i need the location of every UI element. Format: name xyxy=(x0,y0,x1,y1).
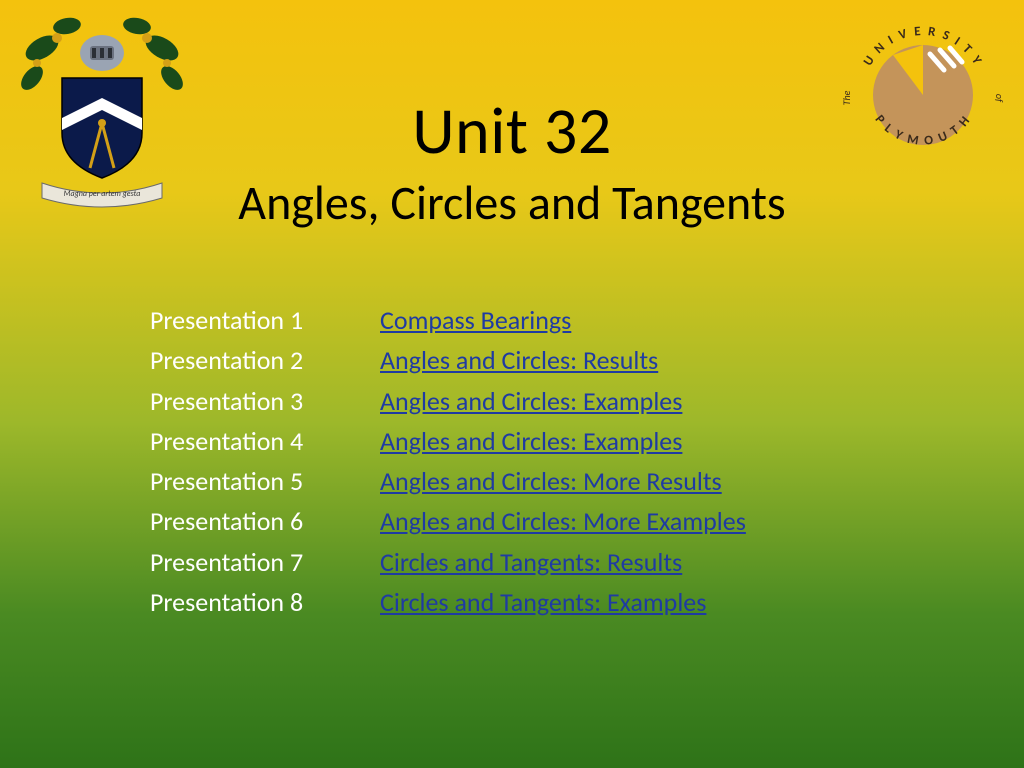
toc-link-angles-circles-results[interactable]: Angles and Circles: Results xyxy=(380,340,658,380)
toc-label: Presentation 7 xyxy=(150,542,380,582)
toc-link-angles-circles-examples-1[interactable]: Angles and Circles: Examples xyxy=(380,381,682,421)
toc-link-angles-circles-more-results[interactable]: Angles and Circles: More Results xyxy=(380,461,722,501)
slide: Magna per artem gesta U N I V E R S I T … xyxy=(0,0,1024,768)
toc-link-circles-tangents-results[interactable]: Circles and Tangents: Results xyxy=(380,542,682,582)
toc-label: Presentation 3 xyxy=(150,381,380,421)
toc-row: Presentation 3 Angles and Circles: Examp… xyxy=(150,381,890,421)
toc-row: Presentation 4 Angles and Circles: Examp… xyxy=(150,421,890,461)
toc-link-circles-tangents-examples[interactable]: Circles and Tangents: Examples xyxy=(380,582,706,622)
toc-row: Presentation 7 Circles and Tangents: Res… xyxy=(150,542,890,582)
toc-link-angles-circles-examples-2[interactable]: Angles and Circles: Examples xyxy=(380,421,682,461)
toc-label: Presentation 1 xyxy=(150,300,380,340)
toc-label: Presentation 5 xyxy=(150,461,380,501)
toc-row: Presentation 5 Angles and Circles: More … xyxy=(150,461,890,501)
toc-row: Presentation 8 Circles and Tangents: Exa… xyxy=(150,582,890,622)
toc-label: Presentation 2 xyxy=(150,340,380,380)
title-block: Unit 32 Angles, Circles and Tangents xyxy=(0,90,1024,232)
title-subtitle: Angles, Circles and Tangents xyxy=(0,173,1024,232)
title-unit: Unit 32 xyxy=(0,90,1024,171)
toc: Presentation 1 Compass Bearings Presenta… xyxy=(150,300,890,622)
toc-link-angles-circles-more-examples[interactable]: Angles and Circles: More Examples xyxy=(380,501,746,541)
toc-label: Presentation 8 xyxy=(150,582,380,622)
toc-row: Presentation 6 Angles and Circles: More … xyxy=(150,501,890,541)
toc-label: Presentation 6 xyxy=(150,501,380,541)
toc-label: Presentation 4 xyxy=(150,421,380,461)
toc-row: Presentation 2 Angles and Circles: Resul… xyxy=(150,340,890,380)
toc-link-compass-bearings[interactable]: Compass Bearings xyxy=(380,300,571,340)
toc-row: Presentation 1 Compass Bearings xyxy=(150,300,890,340)
